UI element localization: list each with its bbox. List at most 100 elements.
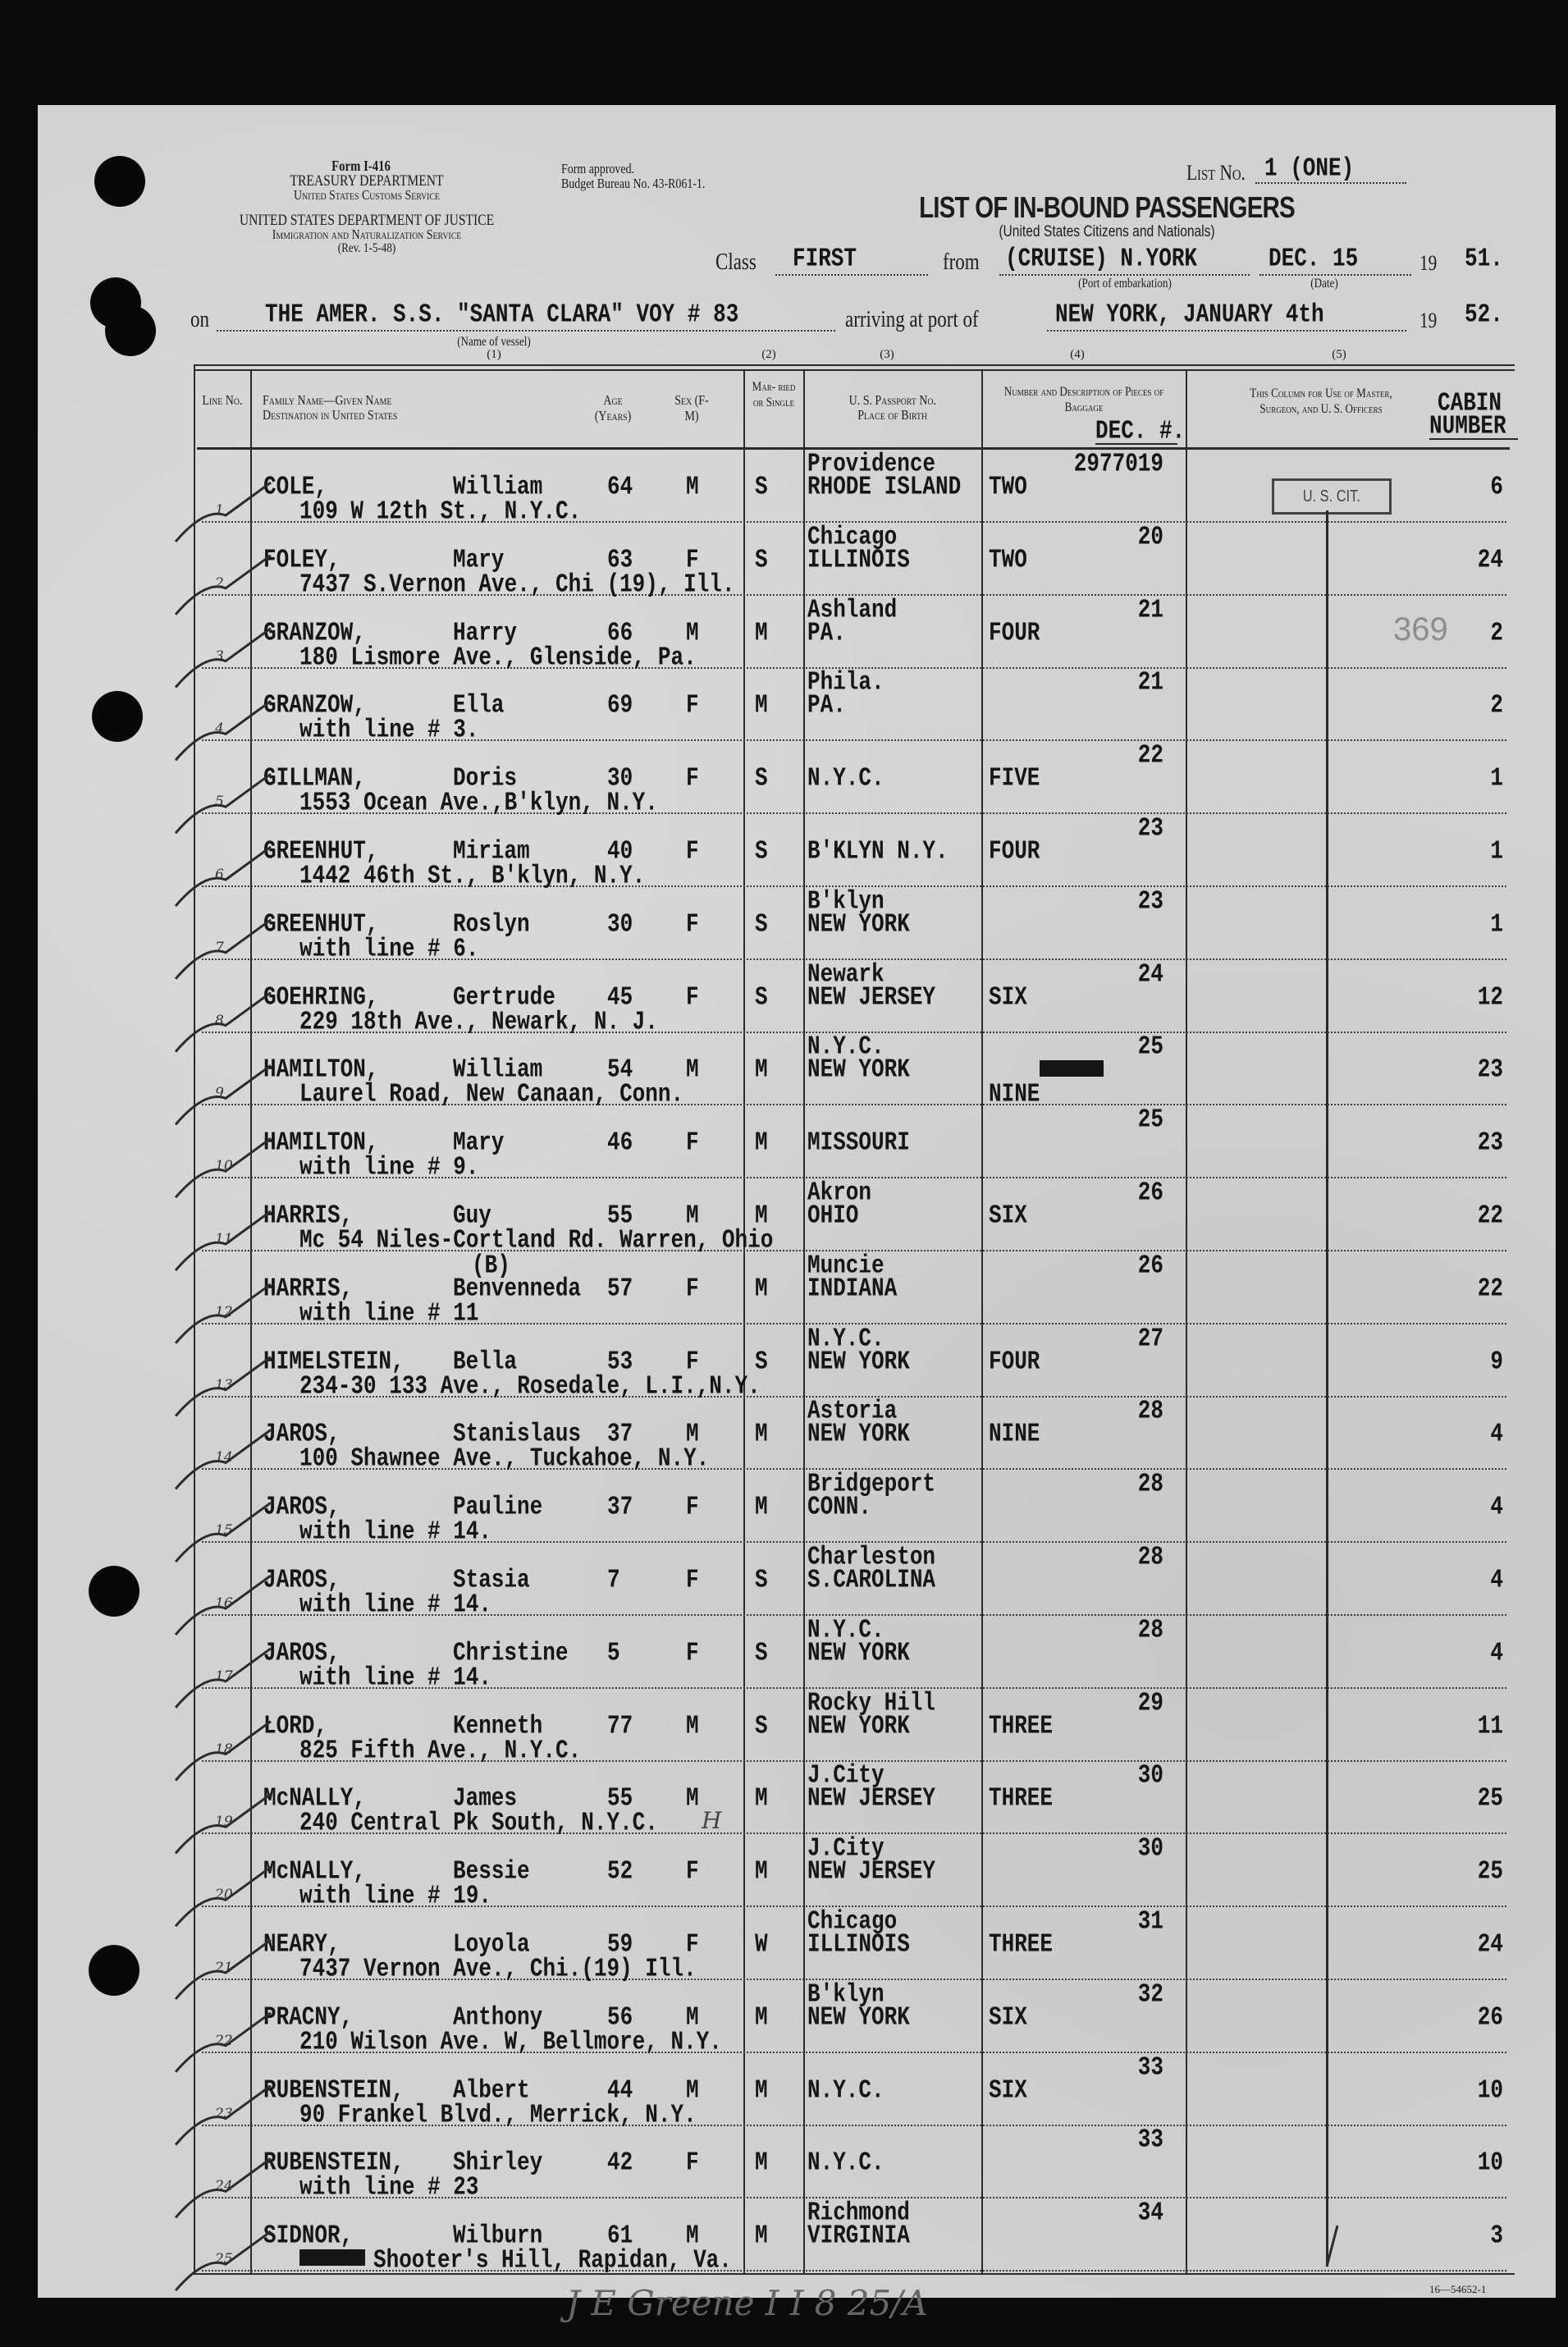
baggage-number: 28 [1137,1542,1163,1572]
cabin-number: 12 [1477,981,1503,1012]
birth-city: Akron [807,1178,872,1207]
baggage-number: 28 [1137,1614,1163,1645]
sex: M [686,472,699,501]
birth-state: PA. [807,617,846,647]
destination-address: 240 Central Pk South, N.Y.C. [299,1808,658,1838]
line-number: 3 [215,647,224,665]
table-row: SIDNOR, Wilburn 61 M M Richmond VIRGINIA Shoote… [194,2198,1515,2273]
cabin-number: 4 [1490,1565,1503,1594]
sex: M [686,617,699,647]
baggage-description: TWO [989,472,1027,501]
birth-state: NEW YORK [807,1346,910,1376]
age: 53 [607,1346,633,1376]
given-name: Roslyn [453,908,530,939]
family-name: HARRIS, [263,1201,354,1230]
treasury-department: TREASURY DEPARTMENT [290,172,444,190]
birth-state: ILLINOIS [807,1929,910,1959]
birth-state: NEW YORK [807,1710,910,1741]
family-name: JAROS, [263,1419,341,1449]
table-row: GOEHRING, Gertrude 45 F S Newark NEW JERSEY SIX… [194,958,1515,1034]
marital-status: M [755,690,768,721]
baggage-description: TWO [989,544,1027,574]
check-mark [174,700,272,762]
baggage-description: THREE [989,1783,1054,1814]
check-mark [174,1574,272,1636]
form-number: Form I-416 [331,158,391,174]
table-row: RUBENSTEIN, Shirley 42 F M N.Y.C. with line # … [194,2125,1515,2200]
arrival-port-date: NEW YORK, JANUARY 4th [1055,300,1324,329]
marital-status: M [755,2075,768,2105]
given-name: Doris [453,763,518,794]
check-mark [174,2084,272,2146]
check-mark [174,918,272,980]
family-name: RUBENSTEIN, [263,2075,405,2105]
check-mark [174,1865,272,1928]
birth-city: Providence [807,449,936,478]
baggage-description: NINE [989,1419,1040,1449]
handwritten-note: H [702,1807,722,1835]
given-name: Anthony [453,2002,543,2032]
cabin-number: 4 [1490,1419,1503,1449]
baggage-number: 33 [1137,2052,1163,2082]
birth-state: NEW JERSEY [807,1783,936,1814]
birth-city: N.Y.C. [807,1032,885,1062]
given-name: Stasia [453,1565,530,1594]
family-name: McNALLY, [263,1856,366,1887]
baggage-number: 34 [1137,2198,1163,2228]
line-number: 2 [215,574,224,592]
cabin-number: 22 [1477,1201,1503,1230]
baggage-dec-typed: DEC. #. [1095,416,1186,446]
destination-address: with line # 14. [299,1662,492,1692]
baggage-description: FOUR [989,617,1040,647]
list-no-label: List No. [1186,161,1246,185]
family-name: HAMILTON, [263,1055,379,1085]
table-row: COLE, William 64 M S Providence RHODE ISLAND TW… [194,449,1515,524]
destination-address: with line # 6. [299,933,479,963]
table-row: LORD, Kenneth 77 M S Rocky Hill NEW YORK THREE 8… [194,1687,1515,1763]
cabin-number: 24 [1477,544,1503,574]
age: 37 [607,1492,633,1522]
baggage-number: 26 [1137,1178,1163,1207]
marital-status: M [755,1492,768,1522]
birth-city: Phila. [807,667,885,698]
punch-hole [94,156,145,207]
family-name: JAROS, [263,1637,341,1668]
age: 61 [607,2221,633,2251]
family-name: LORD, [263,1710,328,1741]
vessel-caption: (Name of vessel) [457,335,531,349]
cabin-number: 25 [1477,1856,1503,1887]
line-number: 8 [215,1012,224,1029]
baggage-number: 29 [1137,1687,1163,1718]
destination-address: with line # 11 [299,1297,479,1328]
given-name: Loyola [453,1929,530,1959]
birth-state: INDIANA [807,1273,898,1303]
birth-state: PA. [807,690,846,721]
given-name: Ella [453,690,505,721]
birth-state: ILLINOIS [807,544,910,574]
port-of-embarkation: (CRUISE) N.YORK [1005,244,1198,273]
column-number: (1) [487,348,501,361]
check-mark [174,772,272,835]
port-caption: (Port of embarkation) [1078,277,1172,291]
marital-status: M [755,1273,768,1303]
given-name: Stanislaus [453,1419,582,1449]
age: 30 [607,908,633,939]
baggage-number: 24 [1137,958,1163,989]
birth-city: J.City [807,1833,885,1864]
age: 77 [607,1710,633,1741]
destination-address: 7437 Vernon Ave., Chi.(19) Ill. [299,1954,697,1983]
given-name: Bella [453,1346,518,1376]
check-mark [174,1720,272,1782]
age: 46 [607,1128,633,1158]
given-name: Guy [453,1201,491,1230]
birth-state: NEW JERSEY [807,1856,936,1887]
cabin-number: 2 [1490,617,1503,647]
family-name: GOEHRING, [263,981,379,1012]
destination-address: with line # 3. [299,715,479,745]
column-number: (5) [1332,348,1346,361]
sex: M [686,1419,699,1449]
birth-state: N.Y.C. [807,2075,885,2105]
cabin-number: 4 [1490,1637,1503,1668]
age: 37 [607,1419,633,1449]
sex: F [686,908,699,939]
